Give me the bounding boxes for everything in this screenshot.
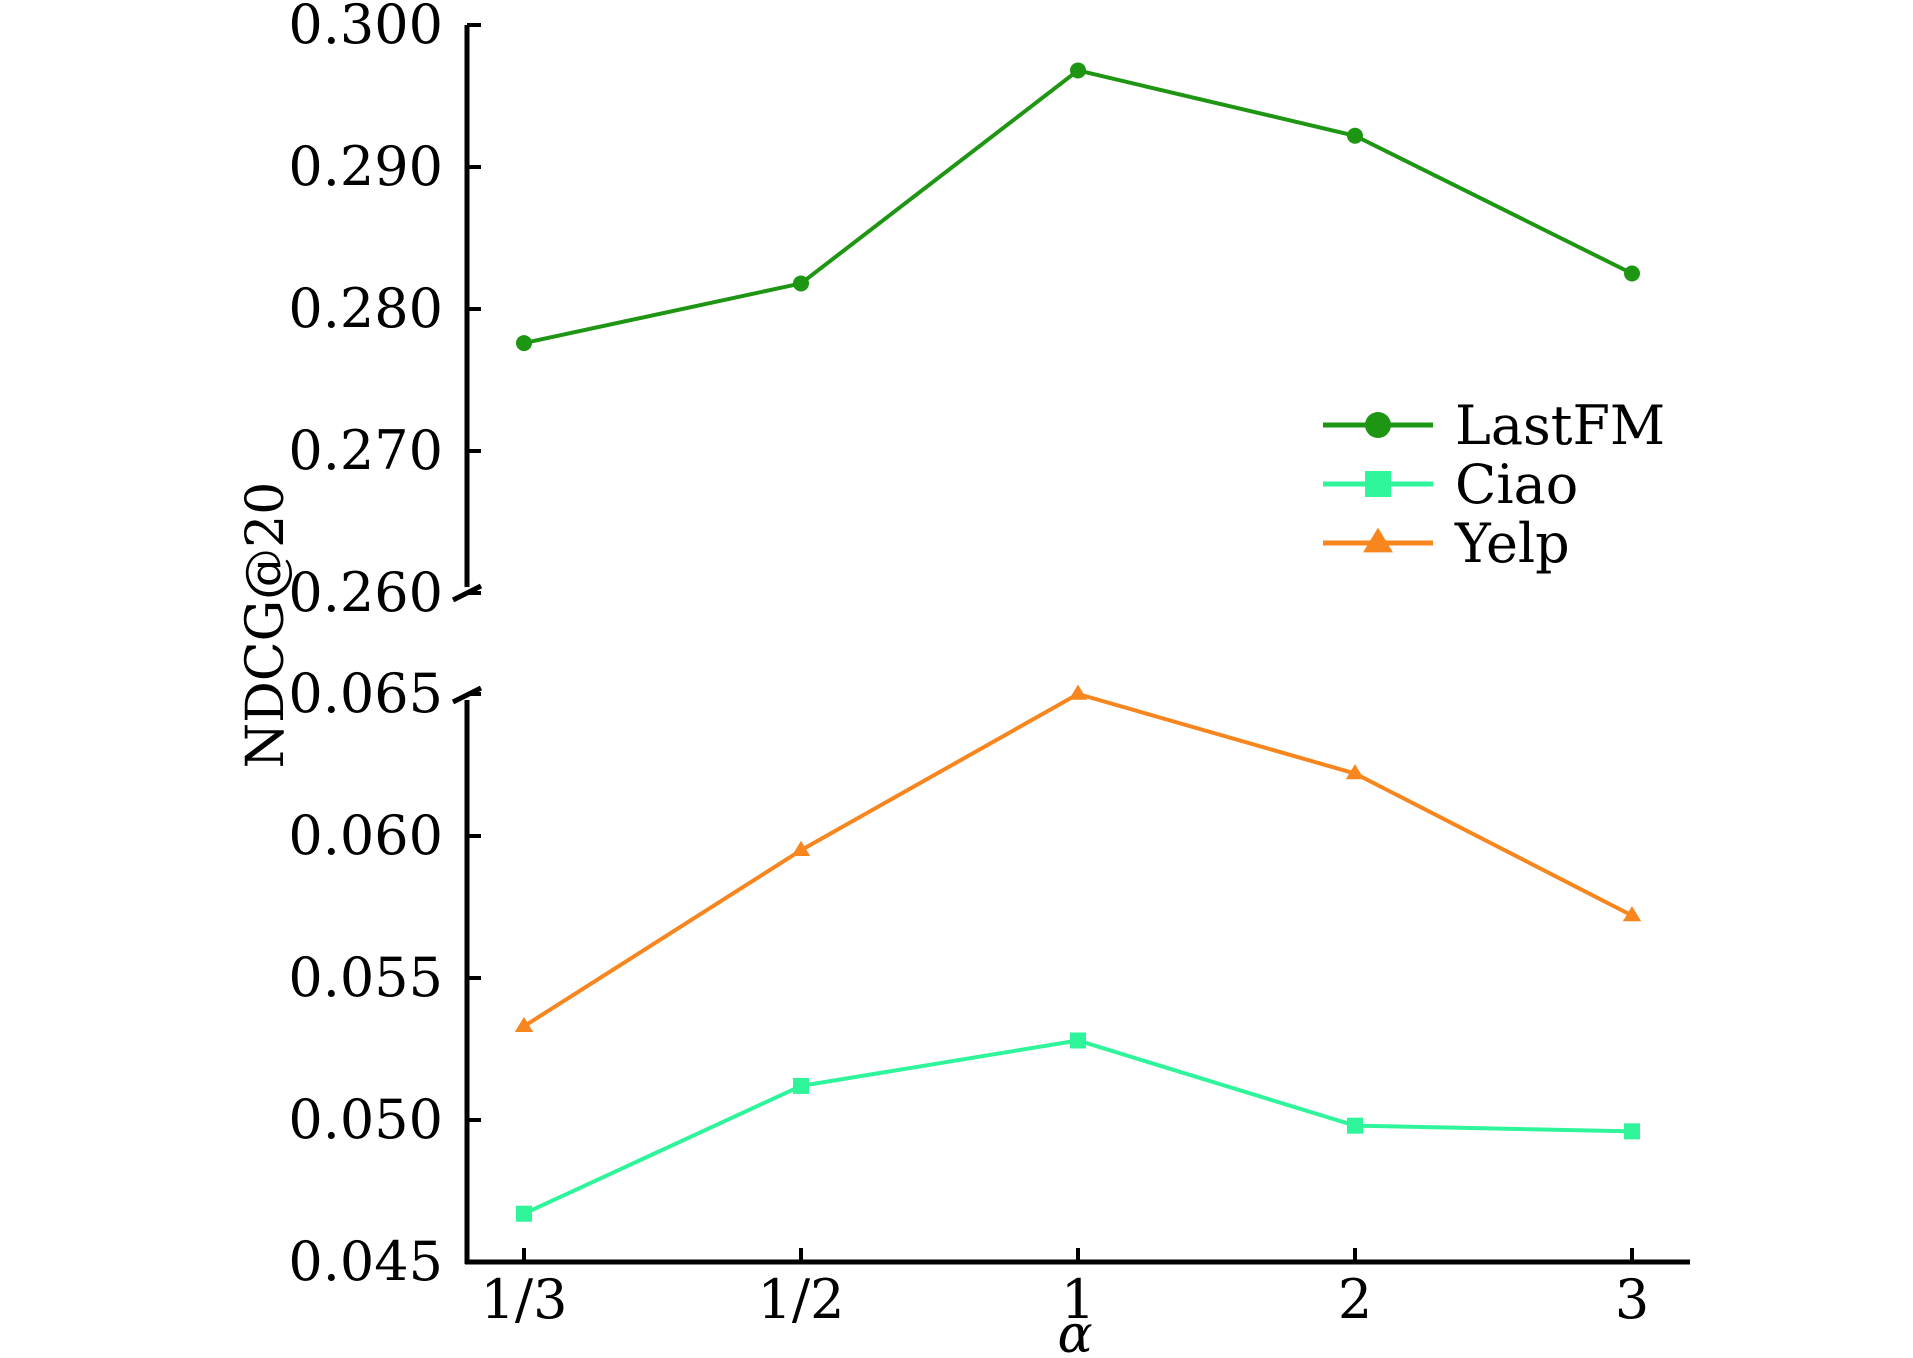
legend-swatch-marker [1365,412,1391,438]
legend-entry-ciao: Ciao [1323,453,1578,516]
y-axis-label: NDCG@20 [236,482,296,769]
legend-swatch-marker [1363,527,1393,553]
series-layer [514,62,1642,1222]
y-tick-label: 0.260 [288,561,443,624]
axes: 0.300 0.290 0.280 0.270 0.260 0.065 0.060 0.055… [288,0,1690,1331]
series-yelp [514,684,1642,1033]
y-tick-label: 0.270 [288,419,443,482]
x-tick-label: 1/2 [758,1268,845,1331]
legend-entry-lastfm: LastFM [1323,394,1665,457]
y-tick-label: 0.050 [288,1088,443,1151]
data-point-ciao [1624,1123,1640,1140]
data-point-ciao [516,1205,532,1222]
y-tick-label: 0.060 [288,804,443,867]
data-point-yelp [1345,764,1365,780]
data-point-lastfm [1347,127,1363,144]
data-point-ciao [1070,1032,1086,1049]
legend-label: LastFM [1455,394,1665,457]
data-point-yelp [514,1016,534,1033]
x-axis-label: α [1057,1305,1092,1358]
y-tick-label: 0.300 [288,0,443,56]
y-tick-label: 0.290 [288,135,443,198]
data-point-ciao [1347,1117,1363,1134]
series-ciao [516,1032,1640,1222]
data-point-yelp [1622,906,1642,922]
y-tick-label: 0.045 [288,1230,443,1293]
x-tick-label: 1 [1061,1268,1095,1331]
series-line-ciao [523,1038,1633,1216]
data-point-lastfm [1624,265,1640,282]
data-point-lastfm [1070,62,1086,79]
legend-label: Ciao [1455,453,1578,516]
x-tick-label: 1/3 [481,1268,568,1331]
legend-swatch-marker [1365,471,1391,497]
legend-label: Yelp [1454,512,1570,575]
data-point-yelp [1068,684,1088,700]
series-line-lastfm [523,68,1633,346]
data-point-lastfm [516,335,532,352]
y-tick-label: 0.280 [288,277,443,340]
y-tick-label: 0.065 [288,662,443,725]
data-point-yelp [791,840,811,856]
data-point-lastfm [793,275,809,292]
legend-entry-yelp: Yelp [1323,512,1570,575]
x-tick-label: 2 [1338,1268,1372,1331]
x-tick-label: 3 [1615,1268,1649,1331]
series-lastfm [516,62,1640,352]
data-point-ciao [793,1077,809,1094]
y-tick-label: 0.055 [288,946,443,1009]
series-line-yelp [522,691,1633,1028]
